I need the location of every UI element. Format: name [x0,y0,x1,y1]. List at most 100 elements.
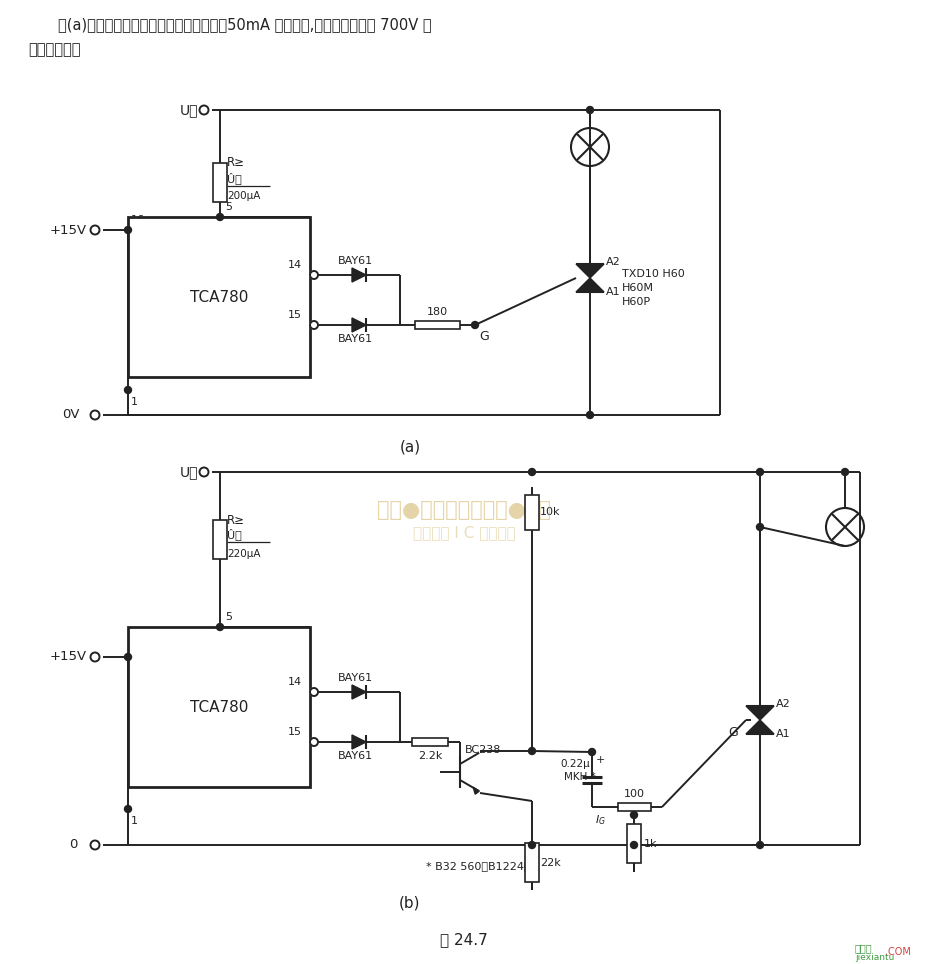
Text: 10k: 10k [540,507,560,517]
Text: 100: 100 [623,789,644,799]
Text: U～: U～ [180,103,198,117]
Bar [627,823,641,864]
Circle shape [586,412,593,418]
Circle shape [756,842,763,848]
Bar [213,163,227,201]
Circle shape [199,468,209,476]
Text: jiexiantu: jiexiantu [854,953,894,962]
Circle shape [91,653,99,661]
Circle shape [841,469,847,475]
Bar [525,495,539,529]
Circle shape [310,738,318,746]
Text: A2: A2 [775,699,790,709]
Circle shape [124,227,132,233]
Polygon shape [576,264,603,278]
Circle shape [528,469,535,475]
Text: TXD10 H60: TXD10 H60 [621,269,684,279]
Text: G: G [478,331,489,343]
Bar [213,521,227,559]
Bar [617,803,651,811]
Circle shape [629,812,637,818]
Text: BC238: BC238 [464,745,501,755]
Bar [128,627,310,787]
Text: +15V: +15V [50,651,87,663]
Circle shape [216,213,223,221]
Text: 0.22μ: 0.22μ [559,759,590,769]
Polygon shape [745,720,773,734]
Text: G: G [727,727,737,739]
Text: 22k: 22k [540,858,560,868]
Text: BAY61: BAY61 [337,334,372,344]
Polygon shape [351,735,365,749]
Text: BAY61: BAY61 [337,673,372,683]
Circle shape [586,106,593,114]
Text: Û～: Û～ [227,528,242,540]
Text: 220μA: 220μA [227,549,260,559]
Text: A1: A1 [775,729,790,739]
Text: 16: 16 [131,215,145,225]
Circle shape [310,321,318,329]
Bar [128,217,310,377]
Text: 1k: 1k [643,839,657,849]
Text: 全球最大 I C 采购网站: 全球最大 I C 采购网站 [413,525,514,541]
Circle shape [310,688,318,696]
Circle shape [216,624,223,630]
Bar [525,844,539,882]
Text: 0V: 0V [62,409,80,421]
Text: 180: 180 [426,307,448,317]
Text: A2: A2 [605,257,620,267]
Circle shape [124,654,132,660]
Text: 5: 5 [224,612,232,622]
Text: 15: 15 [287,727,301,737]
Text: 1: 1 [131,397,138,407]
Text: TCA780: TCA780 [190,700,248,714]
Circle shape [199,105,209,115]
Text: .COM: .COM [884,947,910,957]
Text: MKH *: MKH * [564,772,595,782]
Text: (b): (b) [399,896,420,911]
Circle shape [588,748,595,756]
Text: 接线图: 接线图 [854,943,871,953]
Circle shape [629,842,637,848]
Text: H60M: H60M [621,283,654,293]
Text: R≥: R≥ [227,514,245,526]
Text: * B32 560－B1224－J: * B32 560－B1224－J [425,862,533,872]
Text: Û～: Û～ [227,172,242,184]
Text: TCA780: TCA780 [190,289,248,305]
Circle shape [528,747,535,755]
Text: 0: 0 [70,839,78,851]
Text: +: + [595,755,604,765]
Text: 图 24.7: 图 24.7 [439,932,488,948]
Text: BAY61: BAY61 [337,751,372,761]
Bar [412,738,448,746]
Circle shape [528,842,535,848]
Text: +15V: +15V [50,224,87,236]
Text: 2.2k: 2.2k [417,751,441,761]
Text: 200μA: 200μA [227,191,260,201]
Circle shape [471,322,478,329]
Circle shape [91,411,99,419]
Text: 16: 16 [131,642,145,652]
Text: 图(a)电路中集成触发器能输出双半周的＋50mA 正向电流,控制额定电压为 700V 的: 图(a)电路中集成触发器能输出双半周的＋50mA 正向电流,控制额定电压为 70… [57,17,431,33]
Text: 14: 14 [287,677,302,687]
Polygon shape [351,685,365,699]
Text: H60P: H60P [621,297,651,307]
Text: 15: 15 [287,310,301,320]
Text: A1: A1 [605,287,620,297]
Polygon shape [745,706,773,720]
Text: U～: U～ [180,465,198,479]
Circle shape [124,387,132,393]
Polygon shape [473,788,478,794]
Circle shape [756,469,763,475]
Text: 双向晶闸管。: 双向晶闸管。 [28,42,81,58]
Circle shape [91,841,99,849]
Text: 5: 5 [224,202,232,212]
Text: R≥: R≥ [227,156,245,170]
Polygon shape [351,268,365,282]
Circle shape [124,806,132,813]
Text: 杭州●储库电子市场网●公司: 杭州●储库电子市场网●公司 [376,500,551,520]
Circle shape [91,226,99,234]
Text: $I_G$: $I_G$ [594,813,605,827]
Circle shape [756,523,763,530]
Text: (a): (a) [399,440,420,454]
